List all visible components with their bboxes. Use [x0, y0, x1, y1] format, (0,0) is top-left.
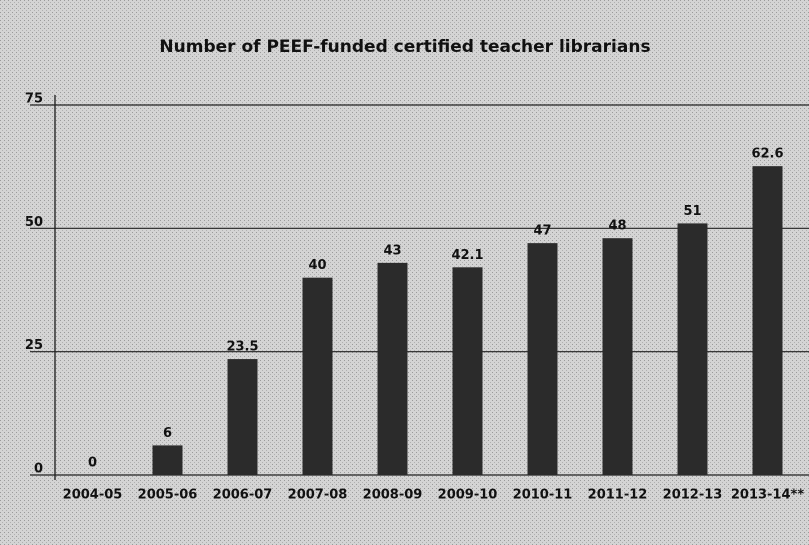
data-label: 48	[608, 219, 626, 234]
x-tick-label: 2008-09	[363, 488, 423, 503]
data-label: 23.5	[226, 340, 258, 355]
bar	[227, 359, 258, 475]
data-label: 40	[308, 258, 326, 273]
y-tick-label: 25	[25, 338, 43, 353]
data-label: 43	[383, 243, 401, 258]
data-label: 47	[533, 224, 551, 239]
y-tick-label: 50	[25, 215, 43, 230]
x-tick-label: 2010-11	[513, 488, 573, 503]
data-label: 51	[683, 204, 701, 219]
bar	[602, 238, 633, 475]
x-tick-label: 2004-05	[63, 488, 123, 503]
x-tick-label: 2006-07	[213, 488, 273, 503]
data-label: 42.1	[451, 248, 483, 263]
data-label: 6	[163, 426, 172, 441]
x-tick-label: 2012-13	[663, 488, 723, 503]
bar	[302, 277, 333, 475]
data-label: 0	[88, 456, 97, 471]
y-tick-label: 75	[25, 92, 43, 107]
bar	[677, 223, 708, 475]
data-label: 62.6	[751, 147, 783, 162]
bar	[527, 243, 558, 475]
x-tick-label: 2005-06	[138, 488, 198, 503]
x-tick-label: 2009-10	[438, 488, 498, 503]
bar	[752, 166, 783, 475]
x-tick-label: 2013-14**	[731, 488, 804, 503]
x-tick-label: 2007-08	[288, 488, 348, 503]
x-tick-label: 2011-12	[588, 488, 648, 503]
bar	[452, 267, 483, 475]
bar	[377, 262, 408, 475]
chart-title: Number of PEEF-funded certified teacher …	[159, 37, 650, 57]
bar	[152, 445, 183, 475]
y-tick-label: 0	[34, 462, 43, 477]
